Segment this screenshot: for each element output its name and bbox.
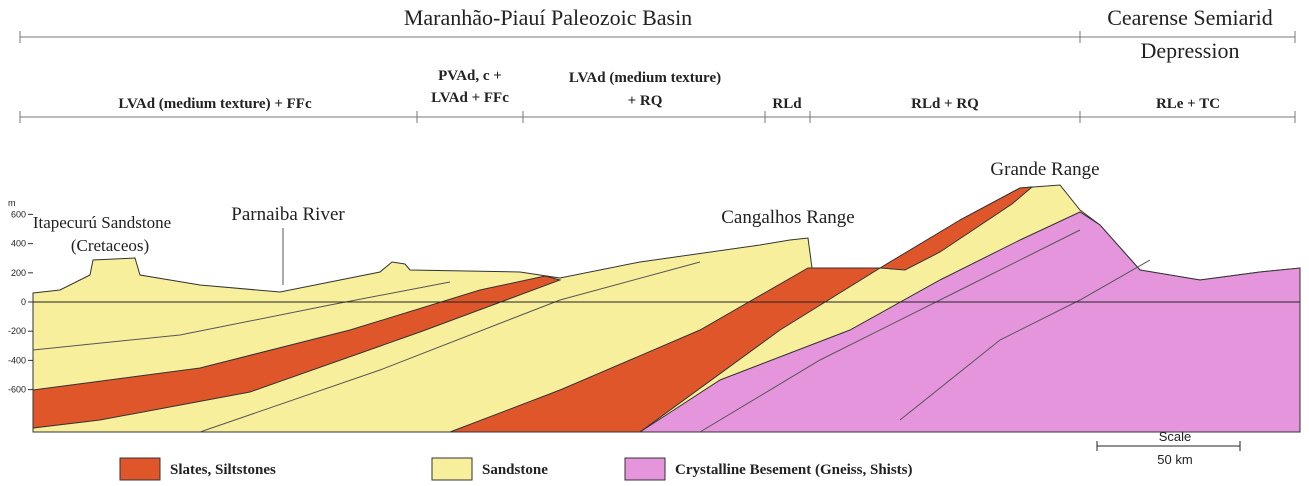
- axis-tick-label: -400: [8, 355, 26, 365]
- legend-swatch: [120, 458, 160, 480]
- soil-unit-label: LVAd (medium texture): [569, 70, 721, 86]
- elevation-axis: 600 400 200 0 -200 -400 -600: [8, 209, 33, 394]
- region-label: Maranhão-Piauí Paleozoic Basin: [404, 5, 692, 30]
- feature-label: (Cretaceos): [71, 236, 149, 255]
- legend-swatch: [625, 458, 665, 480]
- soil-unit-label: LVAd (medium texture) + FFc: [118, 96, 312, 112]
- feature-label: Grande Range: [990, 159, 1099, 180]
- axis-tick-label: -200: [8, 326, 26, 336]
- axis-unit: m: [8, 198, 16, 208]
- axis-tick-label: 200: [11, 268, 26, 278]
- feature-label: Parnaiba River: [231, 204, 345, 225]
- axis-tick-label: 400: [11, 239, 26, 249]
- region-label: Cearense Semiarid: [1107, 5, 1273, 30]
- legend-label: Crystalline Besement (Gneiss, Shists): [675, 462, 913, 478]
- legend-label: Sandstone: [482, 462, 548, 478]
- cross-section: [33, 185, 1300, 432]
- region-label: Depression: [1141, 38, 1240, 63]
- soil-unit-label: LVAd + FFc: [431, 90, 509, 106]
- axis-tick-label: 0: [21, 297, 26, 307]
- soil-unit-label: + RQ: [628, 93, 663, 109]
- cross-section-figure: Maranhão-Piauí Paleozoic Basin Cearense …: [0, 0, 1309, 486]
- legend-label: Slates, Siltstones: [170, 462, 276, 478]
- legend-swatch: [432, 458, 472, 480]
- soil-unit-label: RLd + RQ: [911, 96, 979, 112]
- axis-tick-label: 600: [11, 209, 26, 219]
- axis-tick-label: -600: [8, 385, 26, 395]
- soil-unit-label: RLd: [772, 96, 802, 112]
- feature-label: Itapecurú Sandstone: [33, 213, 171, 232]
- soil-unit-label: RLe + TC: [1156, 96, 1220, 112]
- soil-unit-label: PVAd, c +: [438, 68, 502, 84]
- scale-title: Scale: [1159, 429, 1192, 444]
- feature-label: Cangalhos Range: [721, 207, 855, 228]
- scale-length: 50 km: [1157, 452, 1192, 467]
